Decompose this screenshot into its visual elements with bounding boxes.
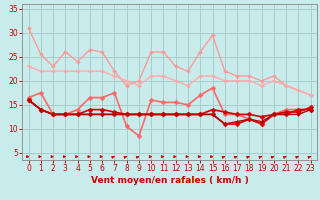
X-axis label: Vent moyen/en rafales ( km/h ): Vent moyen/en rafales ( km/h )	[91, 176, 248, 185]
